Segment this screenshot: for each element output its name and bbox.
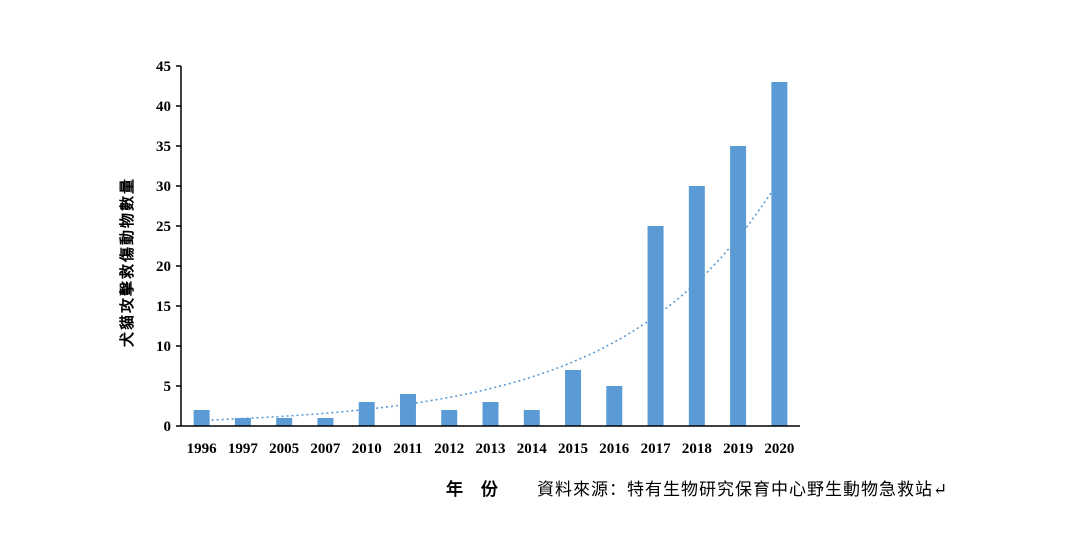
y-tick-label: 15 — [156, 299, 171, 315]
x-tick-label: 2013 — [476, 441, 506, 457]
bar-2013 — [482, 402, 499, 426]
x-tick-label: 2014 — [517, 441, 548, 457]
y-tick-label: 30 — [156, 179, 171, 195]
bar-2015 — [565, 370, 582, 426]
bars-layer — [193, 82, 788, 426]
bar-1997 — [234, 418, 251, 426]
source-note: 資料來源：特有生物研究保育中心野生動物急救站↵ — [537, 480, 948, 500]
x-tick-label: 1996 — [187, 441, 218, 457]
x-tick-label: 2012 — [434, 441, 464, 457]
axes-layer — [176, 65, 800, 427]
x-tick-label: 2010 — [352, 441, 382, 457]
bar-2007 — [317, 418, 334, 426]
trendline — [201, 179, 781, 422]
bar-2016 — [606, 386, 623, 426]
x-tick-label: 2007 — [310, 441, 341, 457]
bar-2011 — [399, 394, 416, 426]
x-tick-label: 1997 — [228, 441, 259, 457]
y-tick-label: 40 — [156, 99, 171, 115]
bar-2005 — [276, 418, 293, 426]
x-tick-label: 2018 — [682, 441, 712, 457]
x-tick-labels: 1996 1997 2005 2007 2010 2011 2012 2013 2014 2015… — [187, 441, 795, 457]
x-tick-label: 2017 — [641, 441, 672, 457]
y-tick-label: 5 — [164, 379, 172, 395]
x-tick-label: 2015 — [558, 441, 588, 457]
y-tick-label: 35 — [156, 139, 171, 155]
y-axis-label: 犬貓攻擊救傷動物數量 — [118, 177, 136, 347]
x-tick-label: 2020 — [764, 441, 794, 457]
bar-2014 — [523, 410, 540, 426]
bar-2012 — [441, 410, 458, 426]
bar-2017 — [647, 226, 664, 426]
bar-2019 — [730, 146, 747, 426]
bar-2020 — [771, 82, 788, 426]
x-tick-label: 2019 — [723, 441, 753, 457]
x-tick-label: 2005 — [269, 441, 299, 457]
trendline-layer — [201, 179, 781, 422]
x-tick-label: 2011 — [393, 441, 422, 457]
y-tick-labels: 0 5 10 15 20 25 30 35 40 45 — [156, 59, 171, 435]
bar-1996 — [193, 410, 210, 426]
y-tick-label: 25 — [156, 219, 171, 235]
x-axis-label: 年 份 — [446, 479, 504, 500]
y-tick-label: 45 — [156, 59, 171, 75]
y-tick-label: 20 — [156, 259, 171, 275]
bar-2018 — [688, 186, 705, 426]
bar-2010 — [358, 402, 375, 426]
x-tick-label: 2016 — [599, 441, 630, 457]
y-tick-label: 10 — [156, 339, 171, 355]
y-tick-label: 0 — [164, 419, 172, 435]
